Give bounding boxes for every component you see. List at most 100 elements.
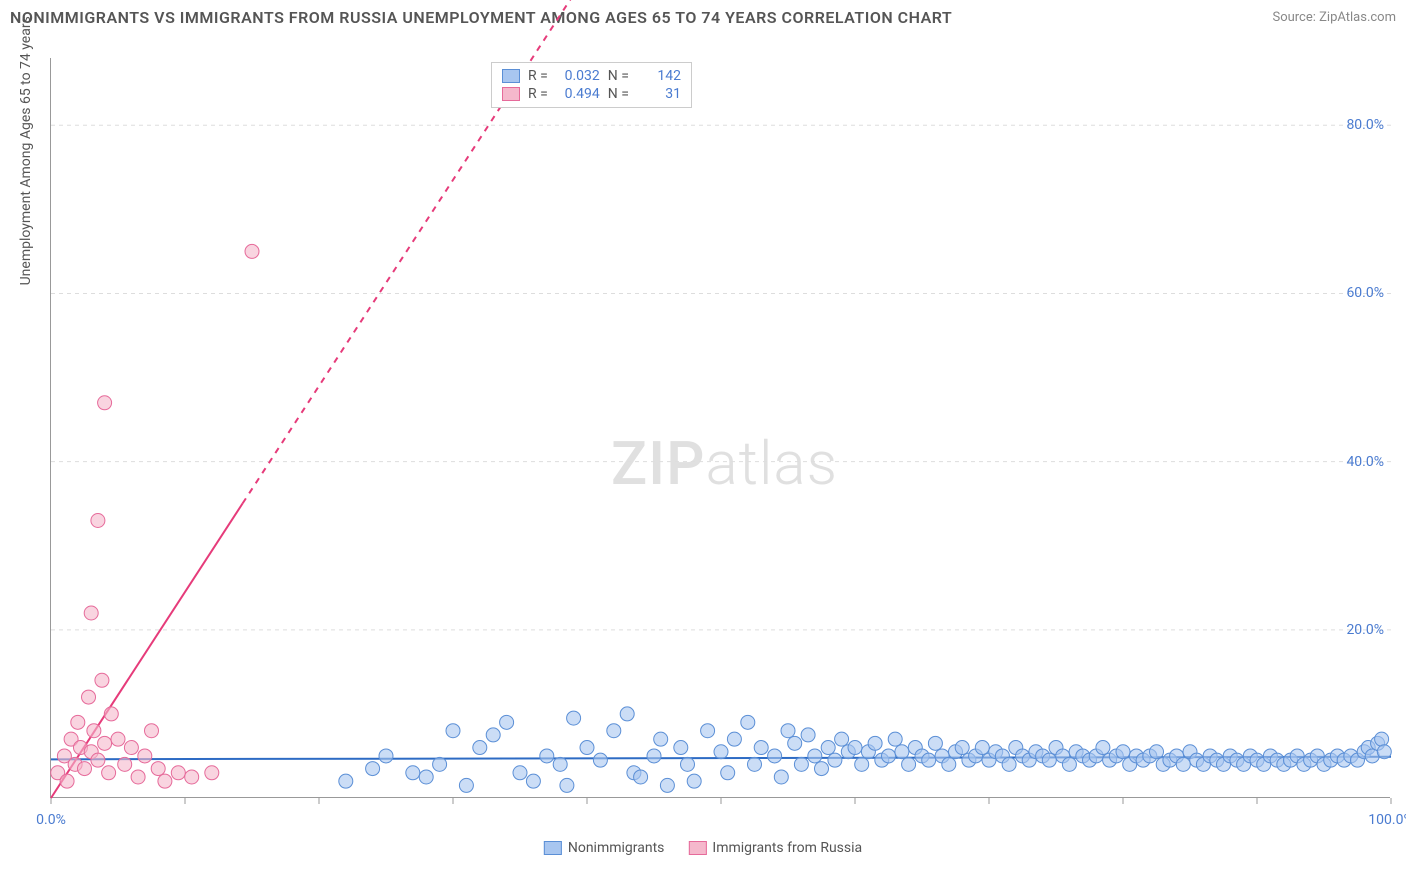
- data-point: [848, 741, 862, 755]
- data-point: [205, 766, 219, 780]
- data-point: [975, 741, 989, 755]
- data-point: [553, 757, 567, 771]
- y-tick-label: 60.0%: [1346, 285, 1384, 301]
- data-point: [593, 753, 607, 767]
- legend-stat-row: R =0.494N = 31: [502, 85, 681, 103]
- legend-swatch: [502, 69, 520, 83]
- data-point: [78, 762, 92, 776]
- chart-title: NONIMMIGRANTS VS IMMIGRANTS FROM RUSSIA …: [10, 8, 952, 27]
- data-point: [245, 244, 259, 258]
- data-point: [868, 736, 882, 750]
- x-tick-label: 100.0%: [1368, 812, 1406, 828]
- data-point: [513, 766, 527, 780]
- data-point: [835, 732, 849, 746]
- data-point: [1002, 757, 1016, 771]
- y-tick-label: 80.0%: [1346, 117, 1384, 133]
- n-value: 31: [637, 86, 681, 102]
- data-point: [768, 749, 782, 763]
- legend-series-item: Immigrants from Russia: [688, 840, 862, 856]
- data-point: [500, 715, 514, 729]
- data-point: [540, 749, 554, 763]
- chart-container: NONIMMIGRANTS VS IMMIGRANTS FROM RUSSIA …: [0, 0, 1406, 892]
- legend-series-label: Nonimmigrants: [568, 840, 665, 856]
- data-point: [98, 736, 112, 750]
- data-point: [828, 753, 842, 767]
- data-point: [788, 736, 802, 750]
- legend-swatch: [544, 841, 562, 855]
- data-point: [560, 778, 574, 792]
- data-point: [801, 728, 815, 742]
- n-value: 142: [637, 68, 681, 84]
- legend-swatch: [688, 841, 706, 855]
- data-point: [714, 745, 728, 759]
- data-point: [922, 753, 936, 767]
- data-point: [955, 741, 969, 755]
- data-point: [419, 770, 433, 784]
- data-point: [928, 736, 942, 750]
- data-point: [446, 724, 460, 738]
- data-point: [647, 749, 661, 763]
- data-point: [433, 757, 447, 771]
- data-point: [794, 757, 808, 771]
- legend-series: Nonimmigrants Immigrants from Russia: [544, 840, 862, 856]
- data-point: [855, 757, 869, 771]
- data-point: [701, 724, 715, 738]
- data-point: [687, 774, 701, 788]
- data-point: [84, 606, 98, 620]
- legend-swatch: [502, 87, 520, 101]
- legend-stat-row: R =0.032N =142: [502, 67, 681, 85]
- data-point: [580, 741, 594, 755]
- data-point: [151, 762, 165, 776]
- data-point: [1176, 757, 1190, 771]
- data-point: [774, 770, 788, 784]
- data-point: [1116, 745, 1130, 759]
- r-label: R =: [528, 86, 548, 102]
- data-point: [1062, 757, 1076, 771]
- data-point: [406, 766, 420, 780]
- data-point: [681, 757, 695, 771]
- data-point: [808, 749, 822, 763]
- data-point: [620, 707, 634, 721]
- data-point: [727, 732, 741, 746]
- legend-series-label: Immigrants from Russia: [712, 840, 862, 856]
- data-point: [815, 762, 829, 776]
- r-value: 0.032: [556, 68, 600, 84]
- x-tick-label: 0.0%: [36, 812, 66, 828]
- data-point: [888, 732, 902, 746]
- data-point: [567, 711, 581, 725]
- data-point: [634, 770, 648, 784]
- data-point: [895, 745, 909, 759]
- y-tick-label: 40.0%: [1346, 454, 1384, 470]
- data-point: [721, 766, 735, 780]
- data-point: [60, 774, 74, 788]
- plot-area: ZIPatlas R =0.032N =142R =0.494N = 31 20…: [50, 58, 1390, 798]
- data-point: [1375, 732, 1389, 746]
- data-point: [473, 741, 487, 755]
- data-point: [754, 741, 768, 755]
- legend-stats: R =0.032N =142R =0.494N = 31: [491, 62, 692, 108]
- data-point: [379, 749, 393, 763]
- data-point: [821, 741, 835, 755]
- data-point: [98, 396, 112, 410]
- data-point: [87, 724, 101, 738]
- data-point: [1042, 753, 1056, 767]
- data-point: [366, 762, 380, 776]
- data-point: [95, 673, 109, 687]
- data-point: [902, 757, 916, 771]
- data-point: [882, 749, 896, 763]
- data-point: [138, 749, 152, 763]
- data-point: [674, 741, 688, 755]
- data-point: [942, 757, 956, 771]
- data-point: [145, 724, 159, 738]
- title-bar: NONIMMIGRANTS VS IMMIGRANTS FROM RUSSIA …: [10, 8, 1396, 27]
- y-axis-label: Unemployment Among Ages 65 to 74 years: [18, 16, 34, 285]
- data-point: [118, 757, 132, 771]
- r-value: 0.494: [556, 86, 600, 102]
- data-point: [104, 707, 118, 721]
- data-point: [91, 514, 105, 528]
- data-point: [131, 770, 145, 784]
- data-point: [82, 690, 96, 704]
- data-point: [102, 766, 116, 780]
- data-point: [748, 757, 762, 771]
- plot-svg: [51, 58, 1390, 797]
